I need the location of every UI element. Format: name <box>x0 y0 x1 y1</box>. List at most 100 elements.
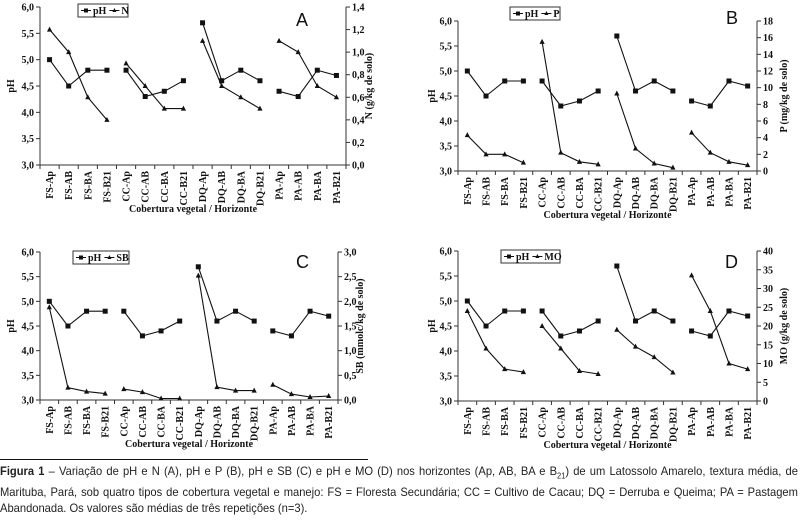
x-tick-label: FS-BA <box>82 405 93 435</box>
x-tick-label: DQ-AB <box>631 407 642 440</box>
data-point-ph <box>233 308 239 314</box>
x-tick-label: DQ-BA <box>650 406 661 439</box>
y-tick-label-left: 4,0 <box>440 347 453 358</box>
data-point-ph <box>104 67 110 73</box>
data-point-ph <box>251 318 257 324</box>
data-point-sb <box>214 384 220 390</box>
series-line-ph <box>541 80 599 107</box>
legend-label-ph: pH <box>525 9 539 20</box>
y-tick-label-right: 10 <box>763 359 773 370</box>
data-point-n <box>238 94 244 100</box>
legend-label-sb: SB <box>116 253 129 264</box>
data-point-ph <box>595 318 601 324</box>
y-tick-label-left: 4,0 <box>440 117 453 128</box>
x-tick-label: PA-B21 <box>743 177 754 210</box>
x-tick-label: PA-AB <box>706 177 717 207</box>
y-tick-label-left: 4,5 <box>22 82 35 93</box>
data-point-sb <box>102 390 108 396</box>
x-tick-label: DQ-Ap <box>612 177 623 209</box>
x-tick-label: DQ-BA <box>236 170 247 203</box>
y-tick-label-left: 3,5 <box>440 372 453 383</box>
y-tick-label-right: 2,5 <box>344 272 357 283</box>
series-line-n <box>202 40 261 110</box>
data-point-ph <box>195 264 201 270</box>
legend: pH MO <box>500 249 562 264</box>
data-point-mo <box>483 345 489 351</box>
data-point-n <box>199 37 206 43</box>
legend-marker-p <box>544 11 549 15</box>
series-line-ph <box>49 59 107 87</box>
x-tick-label: DQ-B21 <box>250 406 261 441</box>
y-tick-label-right: 12 <box>763 67 773 78</box>
data-point-mo <box>576 368 583 373</box>
y-tick-label-right: 1,5 <box>344 322 357 333</box>
x-tick-label: CC-BA <box>160 170 171 202</box>
data-point-ph <box>46 298 52 304</box>
caption-label: Figura 1 <box>0 464 45 478</box>
data-point-ph <box>595 88 601 94</box>
data-point-ph <box>276 88 282 94</box>
data-point-ph <box>576 98 582 104</box>
y-tick-label-left: 4,5 <box>440 92 453 103</box>
x-tick-label: CC-B21 <box>179 171 190 205</box>
x-tick-label: DQ-Ap <box>194 406 205 438</box>
x-tick-label: DQ-AB <box>217 171 228 204</box>
y-tick-label-right: 10 <box>763 83 773 94</box>
y-axis-label-left: pH <box>427 319 438 333</box>
series-line-ph <box>197 266 255 322</box>
data-point-ph <box>288 333 294 339</box>
data-point-n <box>123 60 129 66</box>
x-tick-label: PA-BA <box>724 176 735 207</box>
data-point-mo <box>688 272 695 278</box>
x-tick-label: FS-B21 <box>519 407 530 439</box>
x-tick-label: CC-AB <box>556 407 567 439</box>
x-tick-label: FS-BA <box>500 176 511 206</box>
x-tick-label: DQ-Ap <box>198 171 209 203</box>
y-tick-label-right: 0,8 <box>352 70 365 81</box>
data-point-p <box>539 38 545 44</box>
data-point-p <box>558 149 564 155</box>
series-line-n <box>278 40 337 98</box>
data-point-p <box>726 158 732 164</box>
legend-marker-mo <box>535 254 540 258</box>
series-line-ph <box>48 300 106 327</box>
data-point-n <box>257 105 263 111</box>
y-tick-label-right: 0 <box>763 397 768 408</box>
panel-letter: A <box>296 10 308 30</box>
x-axis-label: Cobertura vegetal / Horizonte <box>129 204 258 215</box>
data-point-n <box>219 83 225 88</box>
y-tick-label-right: 35 <box>763 265 773 276</box>
data-point-ph <box>219 78 225 84</box>
y-tick-label-left: 3,0 <box>22 396 35 407</box>
legend-marker-ph <box>84 8 88 13</box>
y-axis-label-left: pH <box>427 89 438 103</box>
series-line-p <box>616 93 674 169</box>
series-line-sb <box>123 388 180 400</box>
data-point-ph <box>745 83 751 89</box>
chart-panel-b: 3,0 3,5 4,0 4,5 5,0 5,5 6,0 0 2 4 6 8 10 12 14 16 18 FS-A… <box>427 6 790 221</box>
series-line-mo <box>691 275 748 370</box>
y-tick-label-left: 5,5 <box>22 272 35 283</box>
data-point-n <box>314 83 320 88</box>
legend-marker-n <box>112 8 117 12</box>
data-point-mo <box>595 371 601 376</box>
series-line-ph <box>202 22 261 82</box>
y-tick-label-right: 0,0 <box>344 396 357 407</box>
x-tick-label: CC-B21 <box>594 177 605 211</box>
data-point-mo <box>614 326 620 332</box>
data-point-n <box>142 83 148 88</box>
series-line-p <box>466 134 524 164</box>
data-point-ph <box>177 318 183 324</box>
x-tick-label: PA-AB <box>294 171 305 201</box>
y-tick-label-right: 1,4 <box>352 3 365 14</box>
data-point-ph <box>726 78 732 84</box>
data-point-mo <box>464 308 470 313</box>
y-tick-label-left: 6,0 <box>22 3 35 14</box>
legend-marker-sb <box>107 255 112 259</box>
data-point-mo <box>726 360 732 366</box>
data-point-sb <box>121 386 127 392</box>
y-axis-label-right: SB (mmolc/kg de solo) <box>355 278 366 373</box>
x-tick-label: PA-B21 <box>332 171 343 204</box>
x-tick-label: FS-AB <box>482 177 493 206</box>
x-tick-label: PA-B21 <box>743 407 754 440</box>
